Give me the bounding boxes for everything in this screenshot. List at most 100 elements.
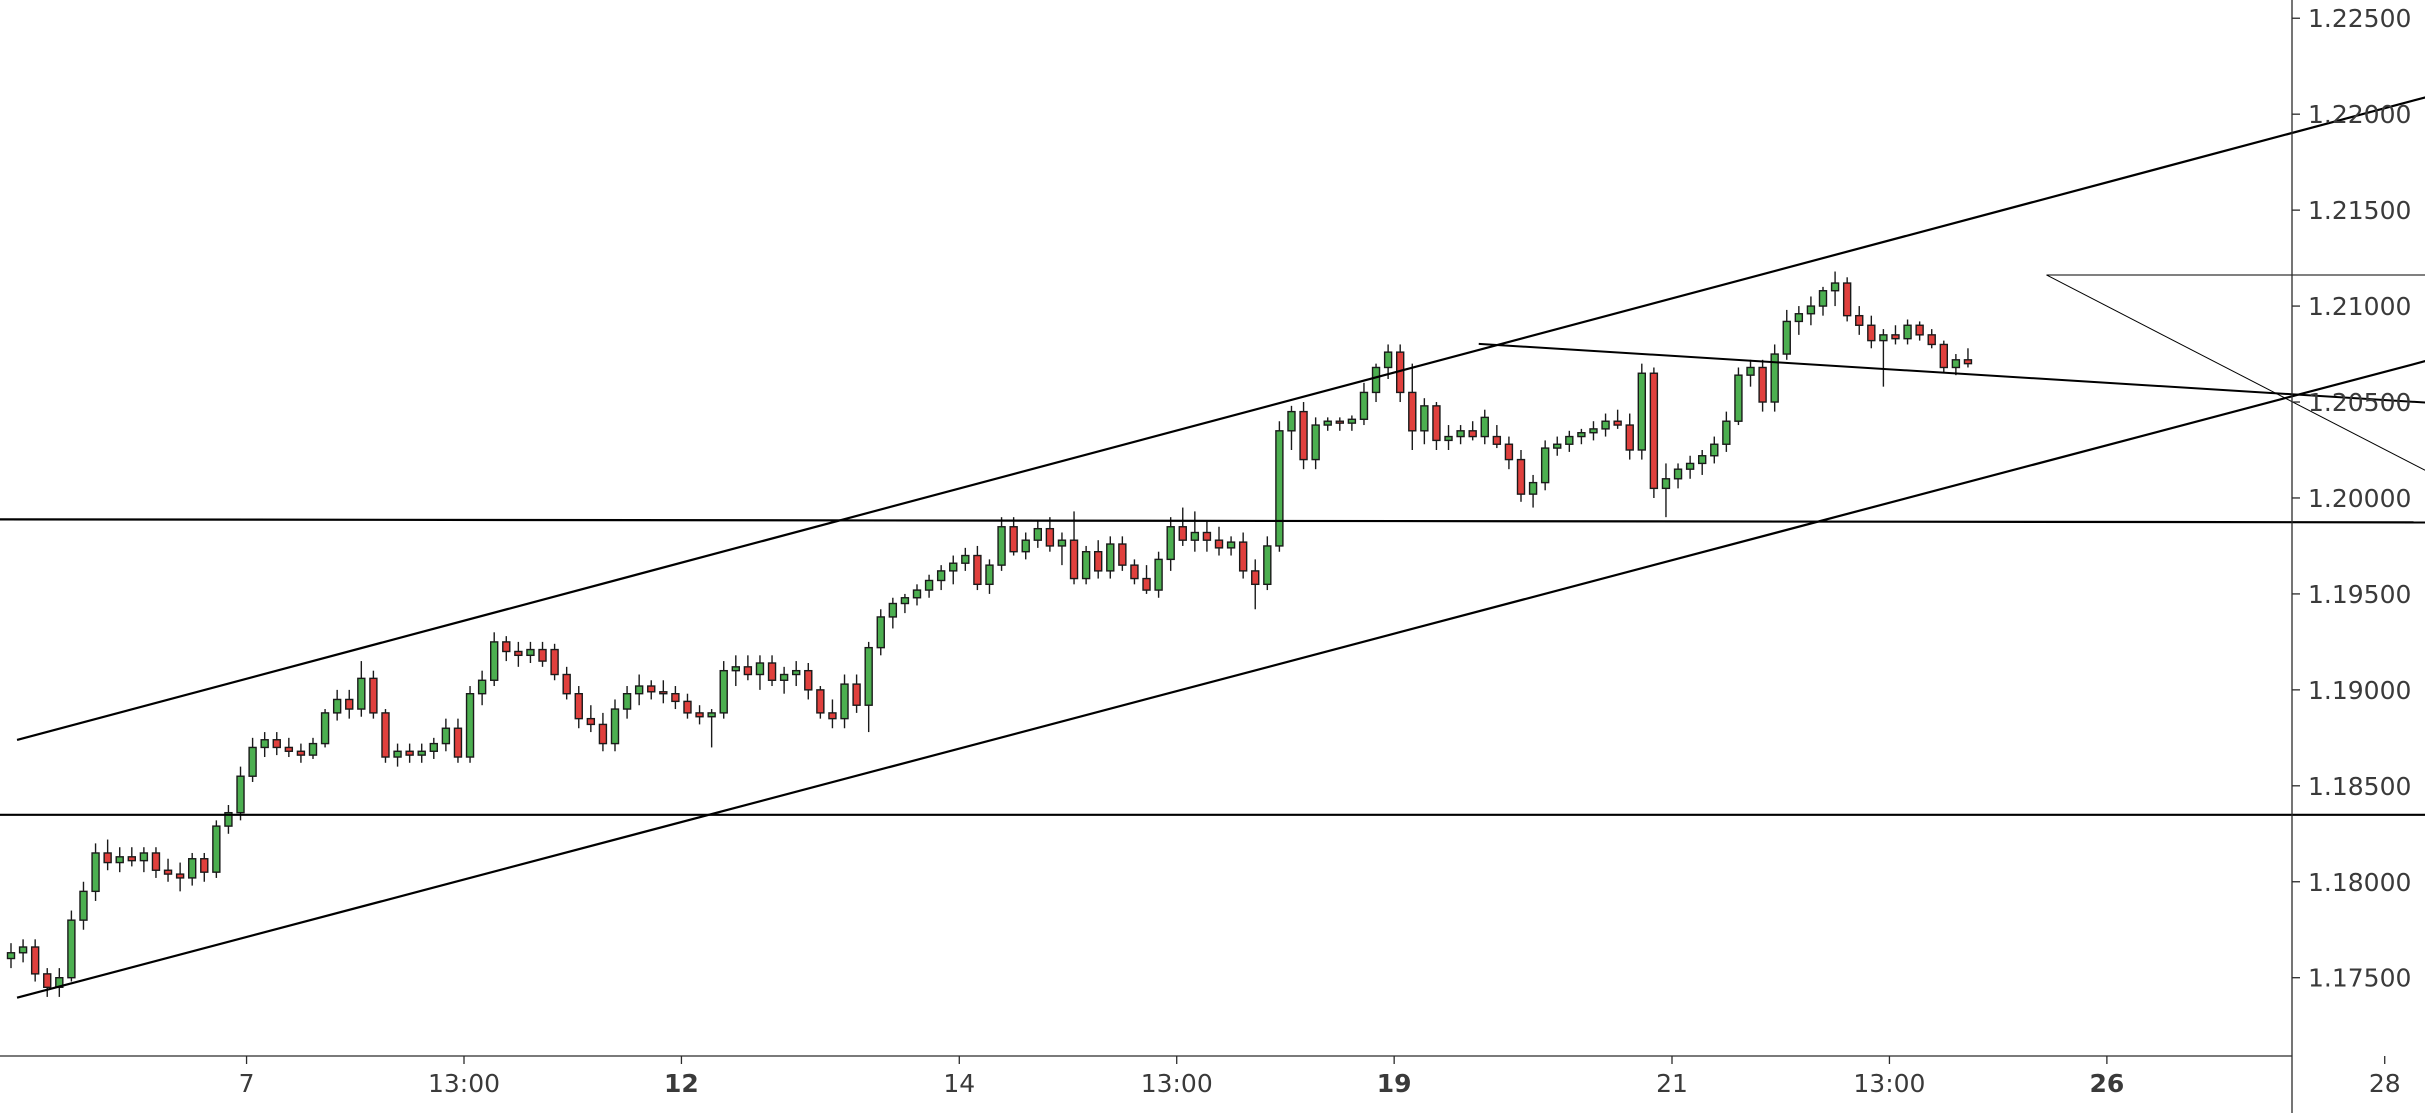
candle-body	[308, 742, 318, 756]
price-tick-label: 1.18500	[2308, 772, 2411, 801]
candle	[1093, 540, 1103, 579]
candle	[852, 674, 861, 713]
candle-body	[574, 693, 583, 720]
price-tick-label: 1.17500	[2308, 964, 2411, 993]
trend-line[interactable]	[1478, 342, 2425, 411]
candles-layer	[6, 271, 1973, 997]
candle-body	[1069, 539, 1079, 580]
candle	[1045, 517, 1055, 552]
candle	[1589, 421, 1598, 441]
candle	[1746, 359, 1755, 387]
candle-body	[985, 564, 994, 586]
candle	[345, 689, 354, 719]
candle-body	[1154, 558, 1163, 591]
price-axis[interactable]	[0, 0, 2293, 1113]
candle-body	[562, 673, 571, 695]
trend-line[interactable]	[0, 518, 2425, 524]
candle	[1951, 354, 1961, 376]
candle-body	[1939, 343, 1949, 369]
candle-body	[1625, 424, 1634, 451]
candle-body	[1758, 366, 1767, 403]
candle-body	[936, 570, 946, 582]
candle	[1528, 474, 1538, 508]
candle	[1480, 409, 1489, 445]
candle-body	[586, 717, 596, 726]
candle-body	[1722, 420, 1731, 445]
candle-body	[1045, 527, 1055, 547]
candle-body	[1238, 541, 1248, 572]
candle	[683, 693, 692, 719]
candle-body	[441, 727, 451, 745]
candle-body	[1468, 430, 1477, 438]
candle-body	[1867, 324, 1876, 342]
time-tick-label: 13:00	[428, 1069, 500, 1098]
candle	[912, 584, 922, 606]
candle	[320, 709, 330, 748]
candle-body	[1516, 458, 1526, 495]
candle	[67, 910, 76, 982]
candle-body	[1347, 418, 1357, 424]
candle	[441, 718, 451, 752]
candle	[1033, 520, 1043, 548]
candle	[924, 574, 934, 598]
candle-body	[1915, 324, 1924, 336]
candle-body	[1202, 531, 1212, 541]
candle-body	[1794, 313, 1804, 323]
candle	[369, 670, 378, 719]
candle-body	[1528, 481, 1538, 495]
trend-line[interactable]	[16, 324, 2425, 999]
candle	[1142, 565, 1151, 594]
candle-body	[1806, 305, 1816, 315]
candle-body	[1033, 527, 1043, 541]
candle	[1444, 425, 1453, 450]
candle	[598, 712, 608, 752]
candle-body	[792, 669, 801, 676]
candle-body	[465, 693, 475, 758]
candle	[1963, 348, 1973, 368]
candle	[429, 737, 438, 759]
candle	[43, 968, 52, 997]
candle	[405, 743, 414, 763]
trend-line[interactable]	[16, 60, 2425, 742]
candle-body	[127, 856, 137, 862]
candle	[1408, 363, 1417, 450]
candle-body	[320, 712, 330, 745]
candle	[671, 686, 680, 710]
candle-body	[212, 825, 221, 873]
price-tick-label: 1.19000	[2308, 676, 2411, 705]
candle-body	[284, 746, 294, 752]
candle	[1335, 417, 1345, 431]
candle	[1347, 415, 1357, 431]
candle-body	[224, 811, 233, 827]
candle-body	[1275, 430, 1284, 547]
candle-body	[1480, 416, 1489, 438]
candle-body	[828, 712, 837, 720]
candle-body	[1106, 543, 1115, 572]
candle	[1710, 436, 1719, 464]
candle-body	[417, 750, 426, 756]
candle	[1323, 417, 1332, 431]
candle-body	[1601, 420, 1610, 430]
trendlines-layer[interactable]	[0, 60, 2425, 999]
candle	[816, 686, 825, 719]
price-tick-label: 1.20000	[2308, 484, 2411, 513]
trend-line[interactable]	[2046, 274, 2425, 543]
candle	[538, 641, 547, 667]
candle-body	[369, 677, 378, 714]
candle-body	[43, 973, 52, 989]
candle	[1939, 340, 1949, 374]
candle	[212, 820, 221, 878]
candle-body	[1432, 405, 1441, 442]
candle-body	[1685, 462, 1695, 470]
candle-body	[345, 698, 354, 710]
candle	[1069, 511, 1079, 585]
candle	[453, 718, 463, 763]
candle	[888, 597, 898, 629]
candle-body	[18, 946, 28, 954]
candle	[936, 565, 946, 591]
candle-body	[248, 746, 257, 777]
candle-body	[924, 579, 934, 591]
candle-body	[816, 689, 825, 714]
